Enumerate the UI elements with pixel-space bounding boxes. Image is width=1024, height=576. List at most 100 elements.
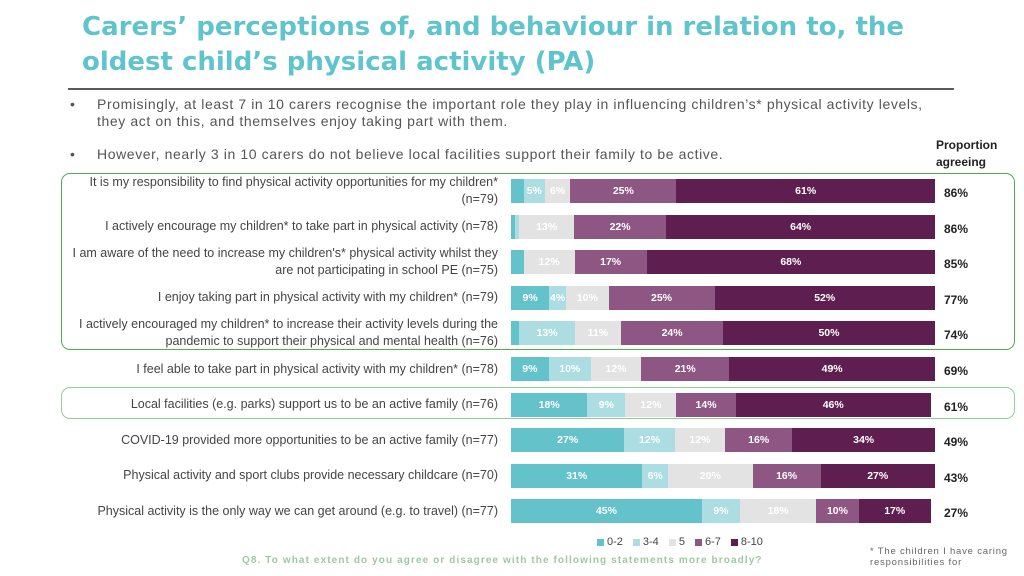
bar-segment-8-10: 46% <box>735 392 931 417</box>
bar-segment-3-4: 5% <box>523 179 545 203</box>
legend-item: 5 <box>668 536 685 548</box>
bar-segment-8-10: 64% <box>666 214 935 239</box>
bar-segment-3-4: 10% <box>548 357 591 381</box>
legend-swatch-icon <box>632 538 640 546</box>
stacked-bar: 9% 4% 10% 25% 52% <box>511 285 935 310</box>
bar-segment-6-7: 16% <box>725 428 793 453</box>
bullet-point-2: • However, nearly 3 in 10 carers do not … <box>70 146 930 163</box>
bar-segment-6-7: 17% <box>574 250 647 275</box>
bullet-dot-icon: • <box>70 96 76 112</box>
bar-segment-5: 10% <box>566 285 609 310</box>
bar-segment-8-10: 50% <box>722 321 935 346</box>
proportion-agreeing-value: 69% <box>944 364 969 378</box>
bar-segment-0-2: 9% <box>511 285 550 310</box>
bar-segment-0-2: 9% <box>511 357 549 381</box>
bar-segment-6-7: 14% <box>676 392 736 417</box>
stacked-bar: 12% 17% 68% <box>511 250 935 275</box>
bar-segment-5: 13% <box>519 214 574 239</box>
bullet-dot-icon: • <box>70 146 76 162</box>
bullet-text-2: However, nearly 3 in 10 carers do not be… <box>97 146 724 162</box>
bar-segment-0-2 <box>511 250 524 275</box>
category-label: Physical activity and sport clubs provid… <box>123 468 498 483</box>
slide-title: Carers’ perceptions of, and behaviour in… <box>82 12 905 77</box>
bar-segment-0-2: 45% <box>511 499 702 524</box>
stacked-bar: 18% 9% 12% 14% 46% <box>511 392 935 417</box>
legend-label: 8-10 <box>740 536 763 548</box>
category-label: I actively encourage my children* to tak… <box>105 219 498 234</box>
bar-segment-5: 12% <box>674 428 726 453</box>
bar-segment-0-2: 18% <box>511 392 588 417</box>
bar-segment-6-7: 16% <box>752 463 821 488</box>
proportion-agreeing-value: 85% <box>944 257 969 272</box>
bar-segment-8-10: 68% <box>646 250 935 275</box>
bullet-text-1: Promisingly, at least 7 in 10 carers rec… <box>97 96 923 129</box>
bar-segment-5: 12% <box>625 392 677 417</box>
bar-segment-8-10: 61% <box>676 179 935 203</box>
bar-segment-8-10: 34% <box>792 428 935 453</box>
legend-item: 3-4 <box>632 536 659 548</box>
bar-segment-6-7: 25% <box>608 285 715 310</box>
bar-segment-8-10: 27% <box>820 463 935 488</box>
highlight-box-local-facilities <box>61 387 1015 419</box>
proportion-agreeing-header: Proportion agreeing <box>936 138 998 169</box>
bar-segment-3-4: 12% <box>624 428 675 453</box>
bar-segment-0-2 <box>511 214 516 239</box>
category-label: I feel able to take part in physical act… <box>136 361 498 376</box>
chart-legend: 0-2 3-4 5 6-7 8-10 <box>597 535 763 549</box>
category-label: I am aware of the need to increase my ch… <box>72 246 499 278</box>
bar-segment-6-7: 24% <box>621 321 723 346</box>
bar-segment-3-4 <box>515 214 520 239</box>
legend-label: 6-7 <box>704 536 721 548</box>
proportion-agreeing-value: 49% <box>944 435 969 450</box>
legend-label: 3-4 <box>642 536 659 548</box>
stacked-bar: 45% 9% 18% 10% 17% <box>511 499 935 524</box>
bar-segment-5: 6% <box>544 179 571 203</box>
stacked-bar: 31% 6% 20% 16% 27% <box>511 463 935 488</box>
proportion-agreeing-value: 61% <box>944 399 969 414</box>
legend-item: 8-10 <box>730 536 763 548</box>
proportion-agreeing-value: 77% <box>944 292 969 307</box>
category-label: I actively encouraged my children* to in… <box>79 317 498 349</box>
legend-swatch-icon <box>668 538 676 546</box>
bar-segment-3-4: 13% <box>519 321 575 346</box>
bar-segment-3-4: 9% <box>587 392 626 417</box>
bar-segment-5: 12% <box>523 250 575 275</box>
legend-label: 5 <box>678 536 685 548</box>
bullet-point-1: • Promisingly, at least 7 in 10 carers r… <box>70 96 930 130</box>
legend-swatch-icon <box>730 538 738 546</box>
legend-item: 6-7 <box>694 536 721 548</box>
bar-segment-0-2 <box>511 179 524 203</box>
proportion-agreeing-value: 74% <box>944 328 969 343</box>
footnote: * The children I have caring responsibil… <box>870 546 1008 568</box>
bar-segment-0-2: 27% <box>511 428 625 453</box>
proportion-agreeing-value: 86% <box>944 221 969 236</box>
proportion-agreeing-value: 43% <box>944 470 969 485</box>
bar-segment-6-7: 21% <box>641 357 730 381</box>
legend-item: 0-2 <box>597 536 623 548</box>
bar-segment-3-4: 6% <box>642 463 668 488</box>
stacked-bar: 5% 6% 25% 61% <box>511 179 935 203</box>
bar-segment-0-2 <box>511 321 520 346</box>
bar-segment-6-7: 22% <box>573 214 667 239</box>
bar-segment-3-4: 9% <box>701 499 740 524</box>
proportion-agreeing-value: 27% <box>944 506 969 521</box>
stacked-bar: 13% 11% 24% 50% <box>511 321 935 346</box>
bar-segment-5: 11% <box>574 321 622 346</box>
bar-segment-5: 12% <box>590 357 642 381</box>
bar-segment-8-10: 17% <box>858 499 931 524</box>
bar-segment-6-7: 25% <box>570 179 677 203</box>
highlight-box-parental-role <box>61 173 1015 350</box>
stacked-bar: 9% 10% 12% 21% 49% <box>511 357 935 381</box>
bar-segment-5: 18% <box>739 499 817 524</box>
proportion-agreeing-value: 86% <box>944 186 969 200</box>
category-label: Local facilities (e.g. parks) support us… <box>130 397 498 412</box>
title-divider <box>68 88 954 90</box>
category-label: I enjoy taking part in physical activity… <box>157 290 498 305</box>
stacked-bar: 27% 12% 12% 16% 34% <box>511 428 935 453</box>
bar-segment-3-4: 4% <box>549 285 567 310</box>
bar-segment-0-2: 31% <box>511 463 643 488</box>
stacked-bar: 13% 22% 64% <box>511 214 935 239</box>
bar-segment-5: 20% <box>667 463 753 488</box>
category-label: Physical activity is the only way we can… <box>97 503 498 518</box>
bar-segment-6-7: 10% <box>816 499 859 524</box>
